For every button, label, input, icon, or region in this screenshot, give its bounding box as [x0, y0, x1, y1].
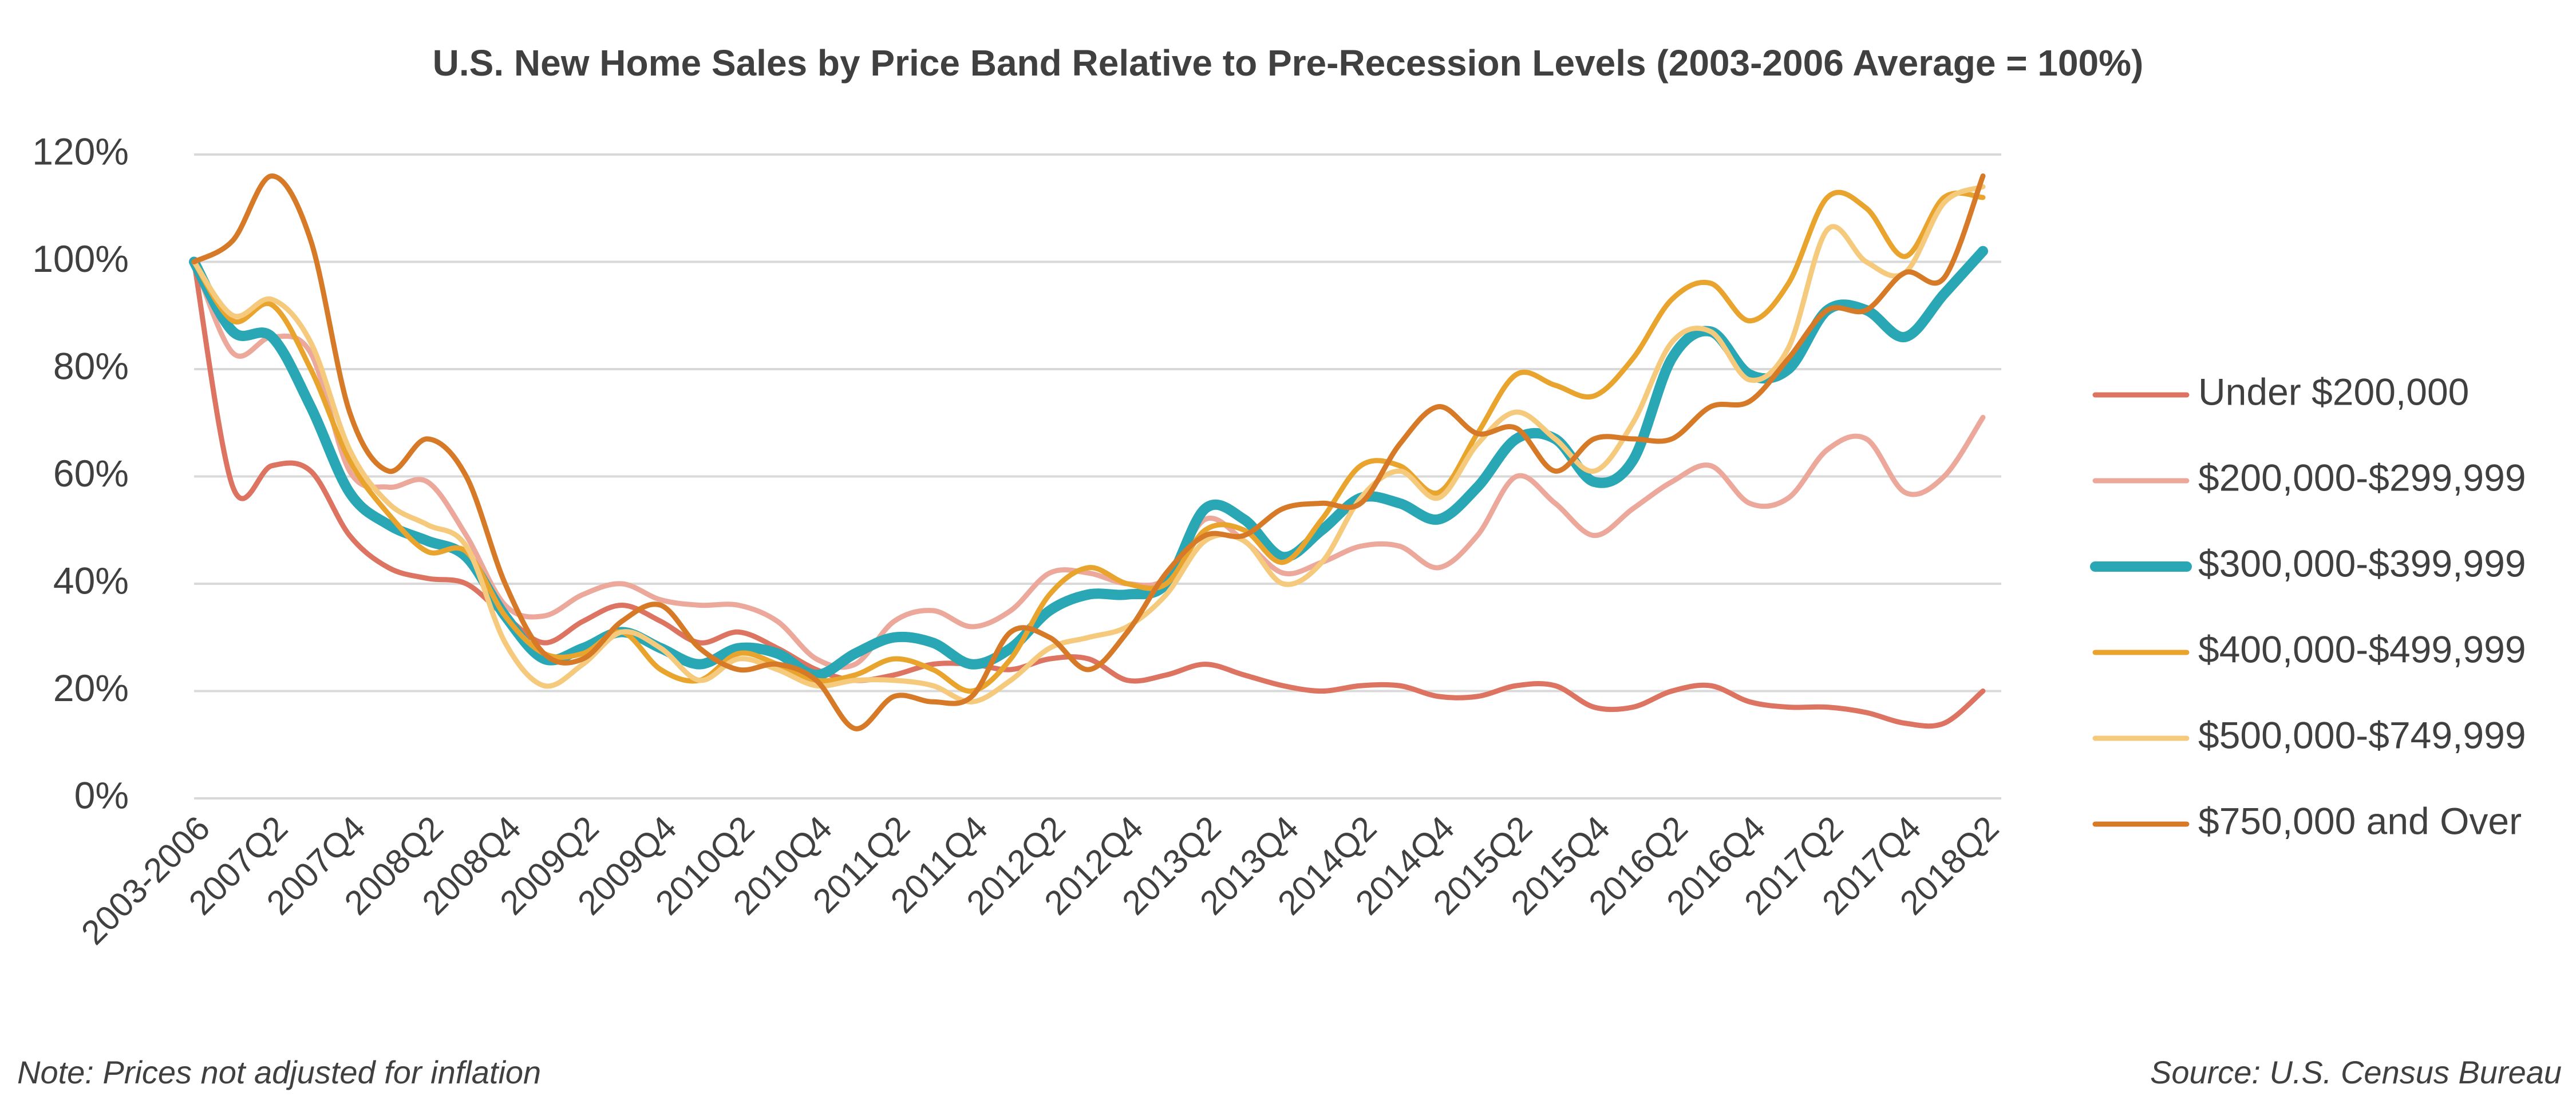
legend-label: Under $200,000	[2198, 370, 2469, 413]
y-tick-label: 40%	[53, 559, 129, 601]
note: Note: Prices not adjusted for inflation	[17, 1054, 541, 1090]
series-line	[191, 189, 1986, 694]
y-tick-label: 0%	[74, 774, 129, 816]
series-line	[191, 173, 1986, 731]
legend-label: $400,000-$499,999	[2198, 628, 2526, 670]
y-tick-label: 80%	[53, 345, 129, 387]
chart-title: U.S. New Home Sales by Price Band Relati…	[433, 42, 2144, 84]
y-tick-label: 120%	[32, 130, 129, 172]
legend-label: $750,000 and Over	[2198, 800, 2522, 842]
series-line	[191, 184, 1986, 705]
legend-label: $200,000-$299,999	[2198, 456, 2526, 498]
legend-label: $500,000-$749,999	[2198, 714, 2526, 756]
series-line	[191, 259, 1986, 729]
y-tick-label: 100%	[32, 238, 129, 280]
y-tick-label: 60%	[53, 452, 129, 494]
y-tick-label: 20%	[53, 667, 129, 709]
source: Source: U.S. Census Bureau	[2150, 1054, 2562, 1090]
legend-label: $300,000-$399,999	[2198, 542, 2526, 584]
series-line	[189, 246, 1988, 680]
series-line	[191, 259, 1986, 670]
